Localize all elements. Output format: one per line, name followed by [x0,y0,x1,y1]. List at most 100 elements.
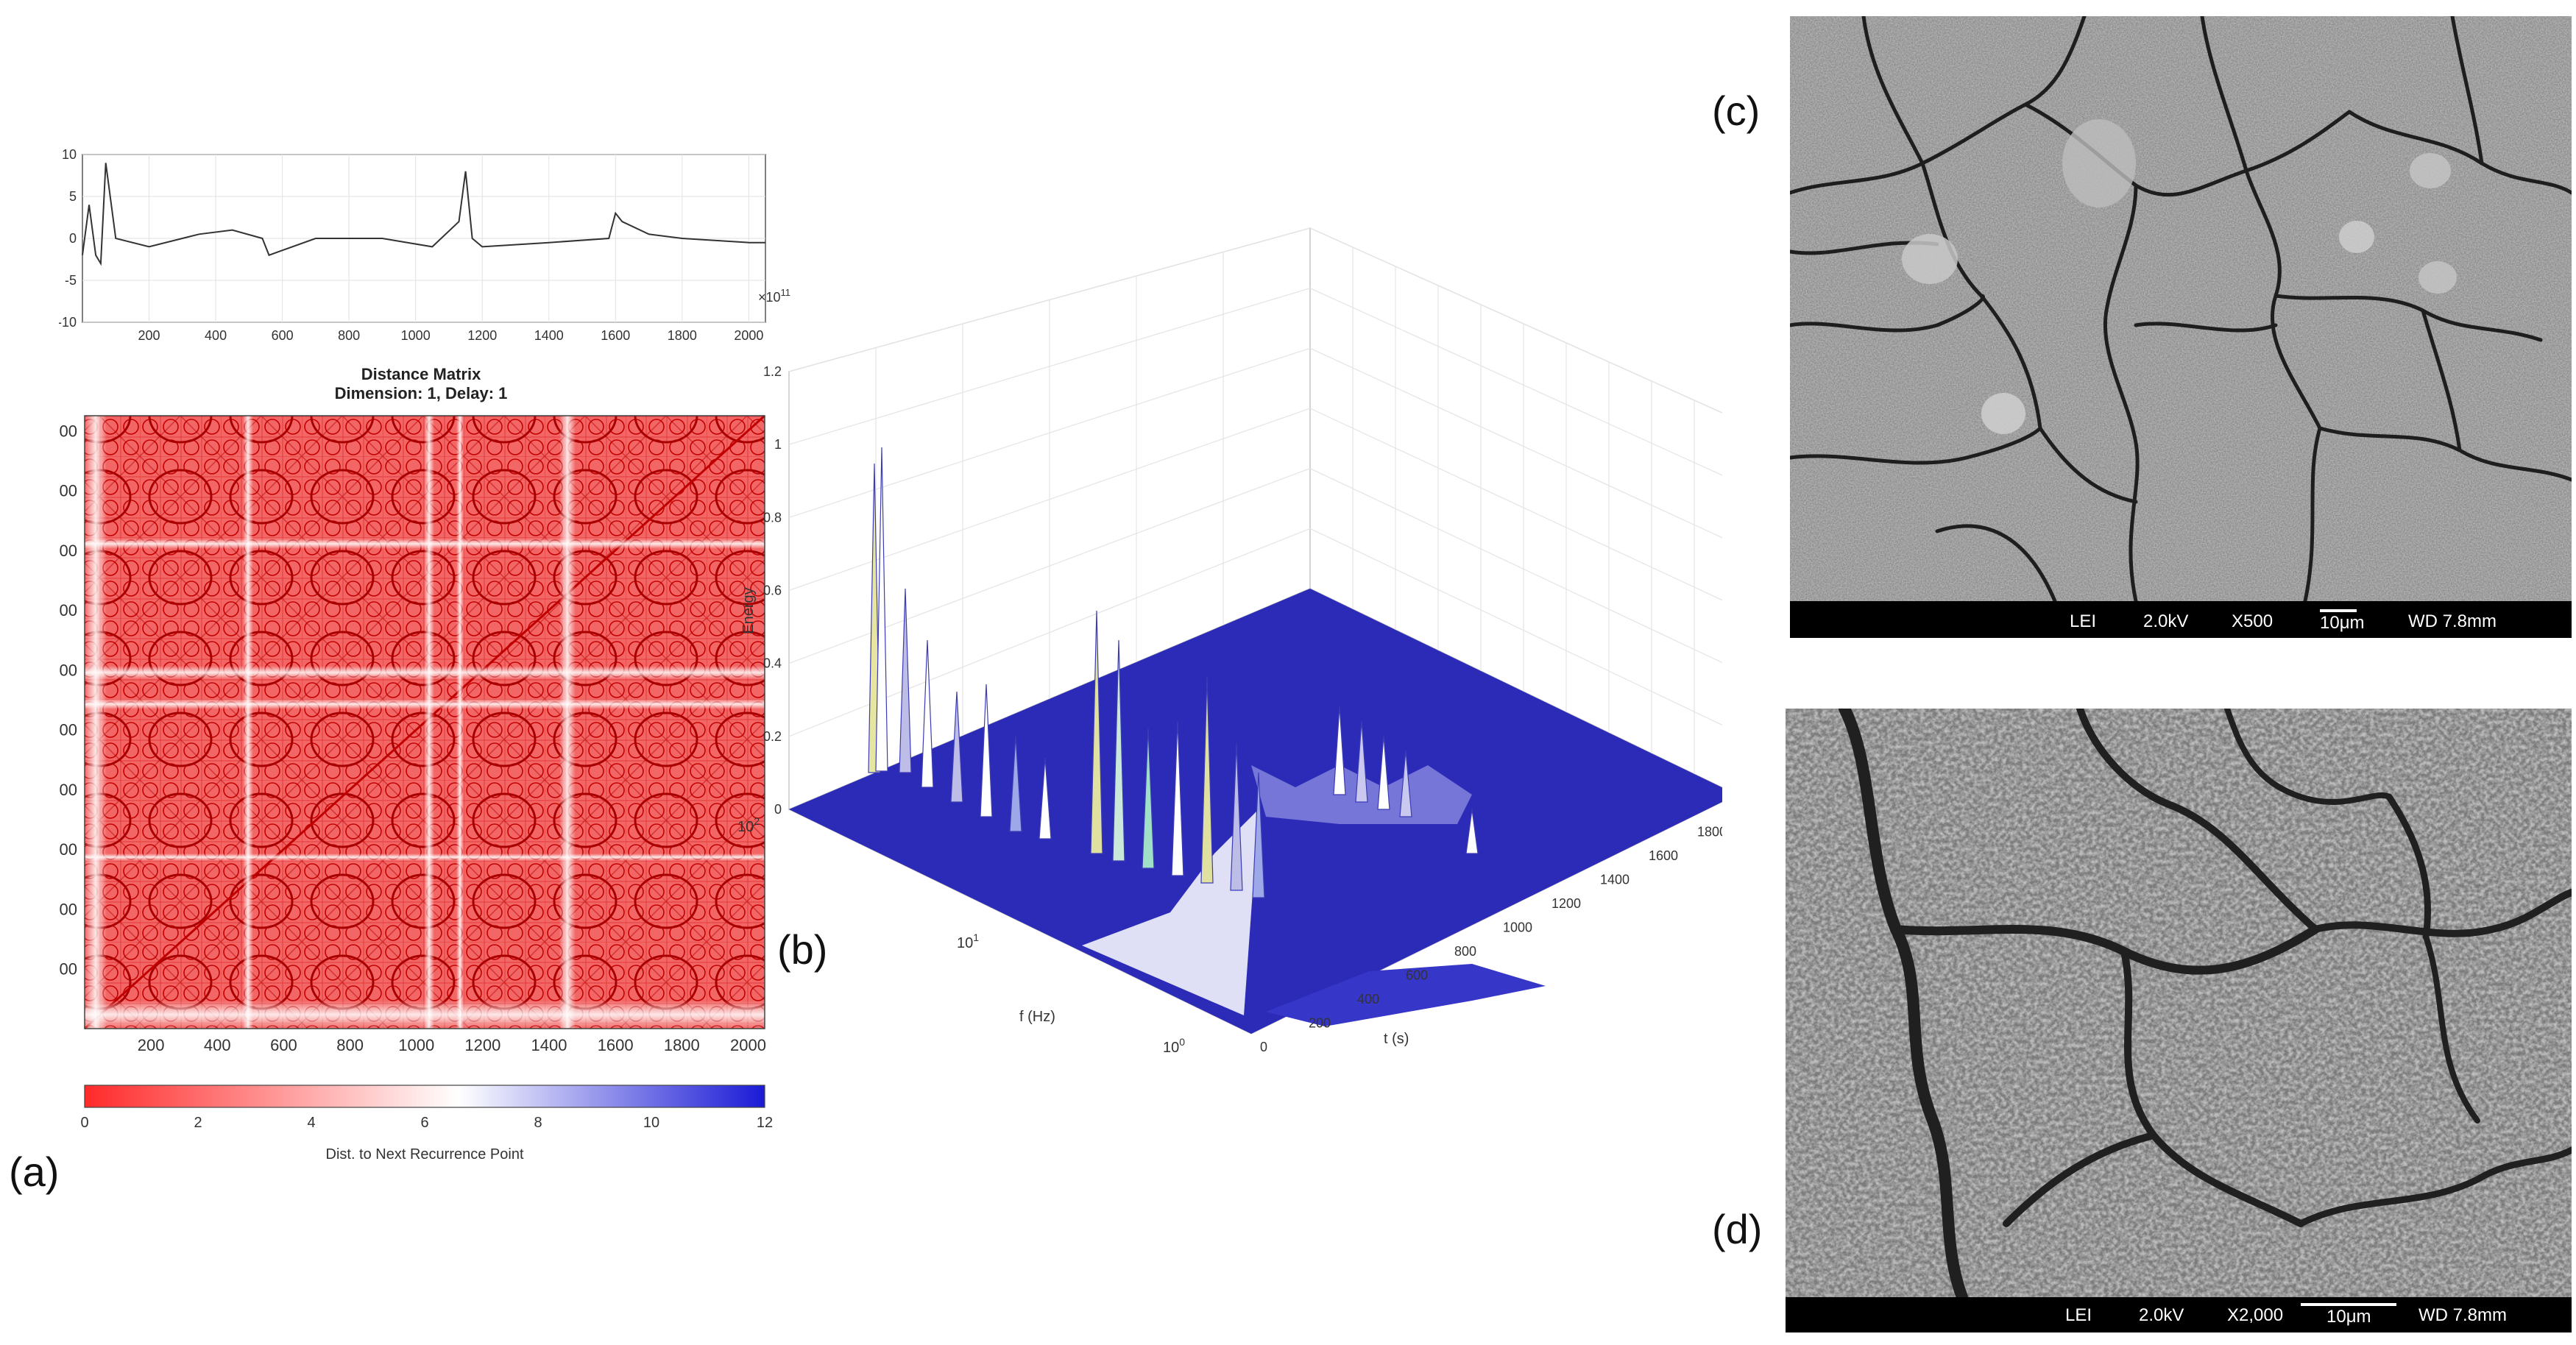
sem-cracks-d [1839,709,2572,1303]
t-tick: 1800 [1697,825,1722,840]
sem-detector-c: LEI [2070,611,2096,631]
t-tick: 1600 [1649,848,1678,863]
matrix-x-tick: 1800 [664,1036,700,1054]
sem-nodules-c [1902,119,2457,434]
f-tick-1: 100 [1163,1036,1185,1056]
energy-spike [899,588,912,773]
sem-wd-d: WD 7.8mm [2418,1305,2507,1325]
sem-detector-d: LEI [2065,1305,2092,1325]
matrix-y-tick: 1600 [59,542,77,560]
t-axis-label: t (s) [1384,1031,1409,1047]
t-tick: 1200 [1551,896,1581,911]
signal-plot: 10 5 0 -5 -10 200 400 600 800 1000 1200 1400 1600 18… [59,147,766,343]
signal-x-tick: 400 [205,328,227,343]
panel-label-a: (a) [9,1149,60,1195]
z-tick: 0 [774,802,782,817]
energy-spike [1009,735,1022,832]
energy-spike [1355,720,1368,803]
energy-spike [1171,720,1184,876]
signal-x-tick: 200 [138,328,160,343]
sem-magnification-d: X2,000 [2227,1305,2283,1325]
colorbar-label: Dist. to Next Recurrence Point [326,1146,524,1163]
matrix-x-tick: 400 [204,1036,231,1054]
sem-image-d-container: LEI 2.0kV X2,000 10μm WD 7.8mm [1786,709,2572,1332]
matrix-title: Distance Matrix [361,365,481,383]
sem-wd-c: WD 7.8mm [2408,611,2497,631]
surface-base [789,589,1722,1034]
colorbar-tick: 2 [194,1115,202,1131]
t-tick: 0 [1260,1040,1267,1054]
t-tick: 200 [1309,1016,1331,1031]
energy-surface [789,447,1722,1034]
sem-image-d: LEI 2.0kV X2,000 10μm WD 7.8mm [1786,709,2572,1332]
panel-b-figure: 1.2 1 0.8 0.6 0.4 0.2 0 ×1011 Energy 102 101 1… [737,227,1722,1056]
z-tick: 0.2 [763,729,782,744]
sem-image-c: LEI 2.0kV X500 10μm WD 7.8mm [1790,16,2572,638]
matrix-x-tick: 600 [270,1036,297,1054]
signal-x-tick: 600 [272,328,294,343]
signal-x-tick: 1800 [668,328,697,343]
signal-y-tick: 5 [69,189,77,204]
energy-spike [980,684,993,817]
energy-spike [921,639,934,788]
signal-x-tick: 1600 [601,328,630,343]
panel-label-c: (c) [1712,88,1761,134]
sem-scale-c: 10μm [2320,613,2365,633]
signal-y-tick: 0 [69,231,77,246]
f-axis-label: f (Hz) [1019,1009,1055,1025]
panel-label-b: (b) [777,926,828,973]
signal-grid [82,154,765,323]
colorbar-gradient [84,1085,765,1108]
colorbar-tick: 0 [80,1115,88,1131]
signal-x-tick: 1200 [467,328,497,343]
energy-spike [1465,809,1479,854]
energy-spike [1090,610,1103,854]
matrix-y-tick: 200 [59,960,77,979]
signal-line [82,163,765,266]
matrix-subtitle: Dimension: 1, Delay: 1 [335,384,508,402]
matrix-y-tick: 600 [59,840,77,859]
matrix-y-tick: 1000 [59,721,77,739]
energy-spike [1038,757,1052,840]
f-tick-100: 102 [737,815,760,835]
energy-spike [1252,772,1265,898]
f-tick-10: 101 [957,931,979,951]
z-tick: 1 [774,437,782,452]
energy-spike [1142,728,1155,869]
t-tick: 1000 [1503,920,1532,935]
sem-voltage-d: 2.0kV [2139,1305,2184,1325]
energy-spike [1333,706,1346,795]
matrix-x-tick: 1400 [531,1036,567,1054]
colorbar-tick: 6 [420,1115,428,1131]
z-tick: 1.2 [763,364,782,379]
signal-x-tick: 2000 [734,328,763,343]
matrix-y-tick: 1200 [59,661,77,679]
sem-voltage-c: 2.0kV [2143,611,2188,631]
t-tick: 400 [1357,992,1379,1007]
matrix-x-tick: 1000 [398,1036,434,1054]
z-tick: 0.8 [763,510,782,525]
matrix-frame [84,415,765,1029]
sem-scale-d: 10μm [2326,1307,2371,1327]
z-tick: 0.4 [763,656,782,671]
panel-label-d: (d) [1712,1206,1763,1252]
signal-x-tick: 800 [338,328,360,343]
signal-y-tick: -5 [65,273,77,288]
panel-a-figure: 10 5 0 -5 -10 200 400 600 800 1000 1200 1400 1600 18… [59,147,773,1163]
energy-spike [1399,750,1412,817]
matrix-x-tick: 800 [336,1036,364,1054]
matrix-x-tick: 1200 [464,1036,500,1054]
matrix-y-tick: 800 [59,781,77,799]
matrix-y-tick: 1400 [59,601,77,620]
sem-cracks-c [1790,16,2572,603]
energy-spike [950,691,963,803]
matrix-y-tick: 2000 [59,422,77,440]
energy-spike [1112,639,1125,862]
sem-info-bar-c [1790,601,2572,638]
colorbar-tick: 10 [643,1115,659,1131]
colorbar-tick: 4 [307,1115,315,1131]
signal-x-tick: 1400 [534,328,564,343]
matrix-x-tick: 2000 [730,1036,766,1054]
sem-info-bar-d [1786,1297,2572,1332]
signal-y-tick: 10 [62,147,77,162]
